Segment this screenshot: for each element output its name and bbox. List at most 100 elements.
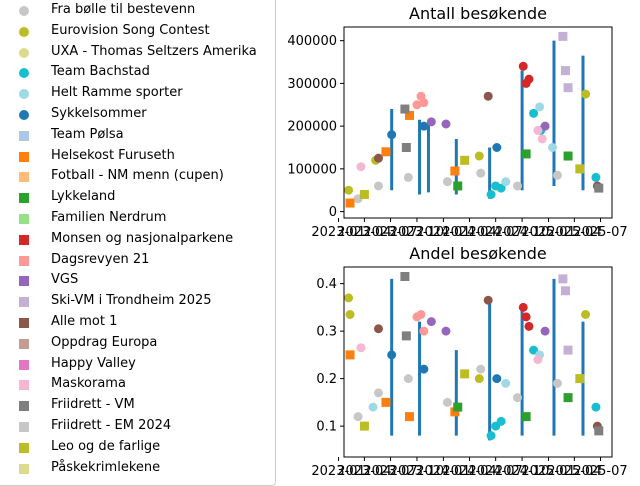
data-point bbox=[492, 374, 502, 384]
data-point bbox=[381, 147, 391, 157]
data-point bbox=[404, 412, 414, 422]
legend-marker bbox=[19, 442, 29, 453]
data-point bbox=[548, 142, 558, 152]
y-tick-label: 0.1 bbox=[316, 420, 337, 435]
data-point bbox=[563, 393, 573, 403]
data-point bbox=[373, 324, 383, 334]
data-point bbox=[345, 198, 355, 208]
data-point bbox=[496, 416, 506, 426]
data-point bbox=[412, 100, 422, 110]
axes-frame bbox=[343, 266, 613, 458]
data-point bbox=[401, 331, 411, 341]
data-point bbox=[387, 130, 397, 140]
x-tick-label: 2023-01 bbox=[311, 225, 365, 240]
y-tick-label: 200000 bbox=[287, 120, 337, 135]
legend-label: Oppdrag Europa bbox=[51, 334, 158, 350]
data-point bbox=[416, 310, 426, 319]
legend-label: Leo og de farlige bbox=[51, 438, 161, 454]
data-point bbox=[594, 426, 604, 436]
legend-label: Fra bølle til bestevenn bbox=[51, 2, 196, 17]
legend-marker bbox=[19, 359, 29, 370]
data-point bbox=[552, 170, 562, 180]
y-tick-label: 400000 bbox=[287, 34, 337, 49]
data-point bbox=[345, 350, 355, 360]
data-point bbox=[381, 397, 391, 407]
data-point bbox=[344, 293, 354, 303]
data-point bbox=[512, 181, 522, 191]
x-tick-label: 2023-10 bbox=[390, 225, 444, 240]
data-point bbox=[535, 102, 545, 112]
data-point bbox=[552, 378, 562, 388]
legend-marker bbox=[19, 297, 29, 308]
x-tick-label: 2024-10 bbox=[495, 225, 549, 240]
x-tick-label: 2023-10 bbox=[390, 464, 444, 479]
x-tick-label: 2023-04 bbox=[337, 464, 391, 479]
legend-label: Lykkeland bbox=[51, 189, 116, 205]
data-point bbox=[581, 310, 591, 319]
legend-marker bbox=[19, 68, 29, 79]
legend-marker bbox=[19, 255, 29, 266]
legend-marker bbox=[19, 151, 29, 162]
legend-marker bbox=[19, 276, 29, 287]
chart-title: Antall besøkende bbox=[409, 4, 547, 23]
data-point bbox=[563, 151, 573, 161]
legend-marker bbox=[19, 318, 29, 328]
data-point bbox=[533, 125, 543, 135]
legend-label: Ski-VM i Trondheim 2025 bbox=[51, 293, 212, 309]
data-point bbox=[426, 117, 436, 127]
data-point bbox=[591, 172, 601, 182]
data-point bbox=[419, 98, 429, 108]
legend-label: Monsen og nasjonalparkene bbox=[51, 230, 234, 246]
data-point bbox=[450, 166, 460, 176]
y-tick-label: 0.2 bbox=[316, 372, 337, 387]
data-point bbox=[540, 121, 550, 131]
legend-marker bbox=[19, 193, 29, 204]
data-point bbox=[353, 412, 363, 422]
data-point bbox=[594, 183, 604, 193]
data-point bbox=[575, 164, 585, 174]
y-tick-label: 0.4 bbox=[316, 277, 337, 292]
y-tick-label: 0 bbox=[329, 205, 337, 220]
data-point bbox=[563, 83, 573, 93]
data-point bbox=[373, 181, 383, 191]
x-tick-label: 2024-07 bbox=[469, 464, 523, 479]
data-point bbox=[359, 189, 369, 199]
legend-label: Alle mot 1 bbox=[51, 314, 118, 329]
legend-label: Dagsrevyen 21 bbox=[51, 251, 150, 267]
data-point bbox=[501, 378, 511, 388]
legend-marker bbox=[19, 89, 29, 100]
data-point bbox=[524, 74, 534, 84]
data-point bbox=[558, 31, 568, 41]
legend-label: Familien Nerdrum bbox=[51, 210, 167, 225]
legend-marker bbox=[19, 110, 29, 120]
data-point bbox=[581, 89, 591, 99]
data-point bbox=[533, 355, 543, 365]
legend-label: Helt Ramme sporter bbox=[51, 85, 183, 101]
y-tick-label: 100000 bbox=[287, 162, 337, 177]
legend-marker bbox=[19, 130, 29, 141]
legend-marker bbox=[19, 214, 29, 224]
data-point bbox=[403, 374, 413, 384]
legend-marker bbox=[19, 172, 29, 183]
x-tick-label: 2025-01 bbox=[521, 464, 575, 479]
x-tick-label: 2025-07 bbox=[573, 225, 627, 240]
chart-panel: 0.1 0.2 0.3 0.4 2023-012023-042023-072023-10… bbox=[311, 244, 627, 479]
data-point bbox=[563, 345, 573, 355]
data-point bbox=[521, 312, 531, 322]
legend-label: Fotball - NM menn (cupen) bbox=[51, 168, 224, 184]
data-point bbox=[368, 402, 378, 412]
legend: Fra bølle til bestevenn Eurovision Song C… bbox=[0, 0, 276, 486]
data-point bbox=[512, 393, 522, 403]
data-point bbox=[404, 110, 414, 120]
data-point bbox=[442, 177, 452, 187]
data-point bbox=[560, 286, 570, 296]
data-point bbox=[501, 177, 511, 187]
data-point bbox=[359, 421, 369, 431]
chart-panel: 01000002000003000004000002023-012023-042… bbox=[287, 4, 627, 240]
data-point bbox=[521, 412, 531, 422]
data-point bbox=[483, 91, 493, 101]
data-point bbox=[518, 302, 528, 312]
legend-marker bbox=[19, 234, 29, 245]
data-point bbox=[529, 345, 539, 355]
legend-label: Påskekrimlekene bbox=[51, 459, 161, 475]
